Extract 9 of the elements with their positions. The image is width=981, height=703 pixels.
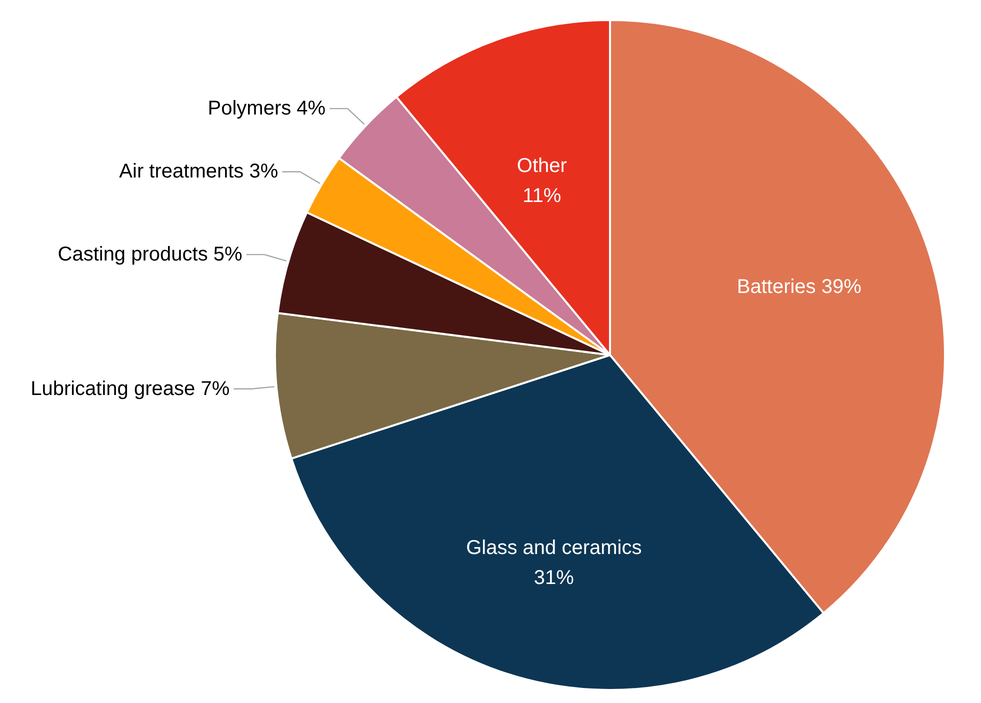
- slice-label: Batteries 39%: [736, 276, 862, 298]
- data-label: 31%: [534, 567, 574, 590]
- slice-label: Air treatments 3%: [119, 160, 278, 183]
- slice-label: Casting products 5%: [58, 244, 243, 266]
- slice-label: Other: [516, 154, 568, 177]
- slice-label: Glass and ceramics: [466, 537, 642, 560]
- slice-label: Lubricating grease 7%: [30, 378, 230, 400]
- slice-label: Polymers 4%: [208, 98, 326, 120]
- data-label: 11%: [522, 184, 562, 207]
